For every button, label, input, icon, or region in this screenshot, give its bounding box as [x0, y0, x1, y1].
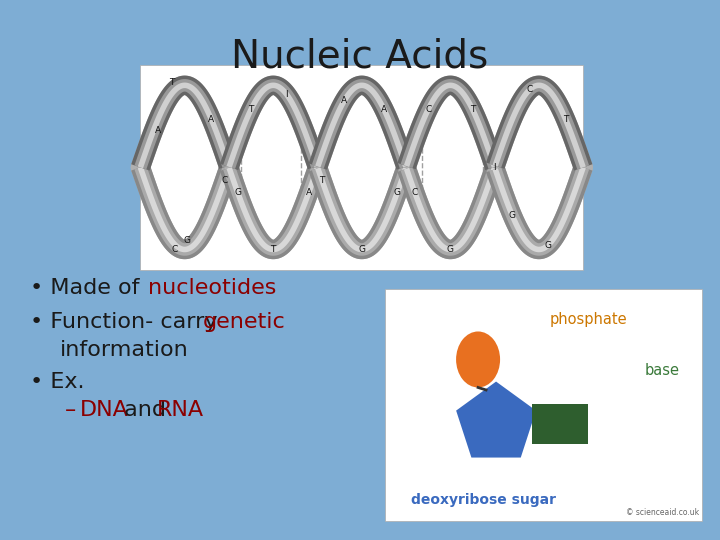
- Text: • Made of: • Made of: [30, 278, 147, 298]
- Text: DNA: DNA: [80, 400, 129, 420]
- FancyBboxPatch shape: [140, 65, 583, 270]
- Text: • Function- carry: • Function- carry: [30, 312, 225, 332]
- Text: A: A: [208, 114, 215, 124]
- Text: G: G: [394, 188, 401, 197]
- Text: deoxyribose sugar: deoxyribose sugar: [410, 493, 556, 507]
- Text: A: A: [381, 105, 387, 114]
- Text: T: T: [168, 78, 174, 87]
- FancyBboxPatch shape: [385, 289, 702, 521]
- Text: RNA: RNA: [157, 400, 204, 420]
- Text: C: C: [412, 188, 418, 197]
- Text: nucleotides: nucleotides: [148, 278, 276, 298]
- Text: –: –: [65, 400, 84, 420]
- Text: genetic: genetic: [203, 312, 286, 332]
- Text: Nucleic Acids: Nucleic Acids: [231, 38, 489, 76]
- Text: © scienceaid.co.uk: © scienceaid.co.uk: [626, 508, 699, 517]
- Text: and: and: [117, 400, 173, 420]
- Text: G: G: [184, 236, 191, 245]
- Text: I: I: [285, 90, 288, 99]
- Text: G: G: [359, 245, 365, 254]
- Polygon shape: [456, 382, 536, 457]
- Text: G: G: [447, 245, 454, 254]
- Text: T: T: [470, 105, 475, 114]
- Text: C: C: [527, 85, 534, 94]
- Text: A: A: [341, 97, 347, 105]
- Text: I: I: [493, 163, 496, 172]
- Text: T: T: [248, 105, 253, 114]
- FancyBboxPatch shape: [532, 403, 588, 443]
- Text: A: A: [305, 188, 312, 197]
- Text: A: A: [155, 126, 161, 135]
- Text: C: C: [425, 105, 431, 114]
- Text: T: T: [271, 245, 276, 254]
- Text: T: T: [563, 114, 568, 124]
- Text: information: information: [60, 340, 189, 360]
- Text: C: C: [222, 176, 228, 185]
- Text: base: base: [645, 363, 680, 378]
- Text: C: C: [171, 245, 178, 254]
- Text: G: G: [509, 211, 516, 220]
- Text: G: G: [234, 188, 241, 197]
- Text: • Ex.: • Ex.: [30, 372, 84, 392]
- Ellipse shape: [456, 332, 500, 388]
- Text: G: G: [544, 241, 552, 250]
- Text: T: T: [319, 176, 325, 185]
- Text: phosphate: phosphate: [550, 312, 628, 327]
